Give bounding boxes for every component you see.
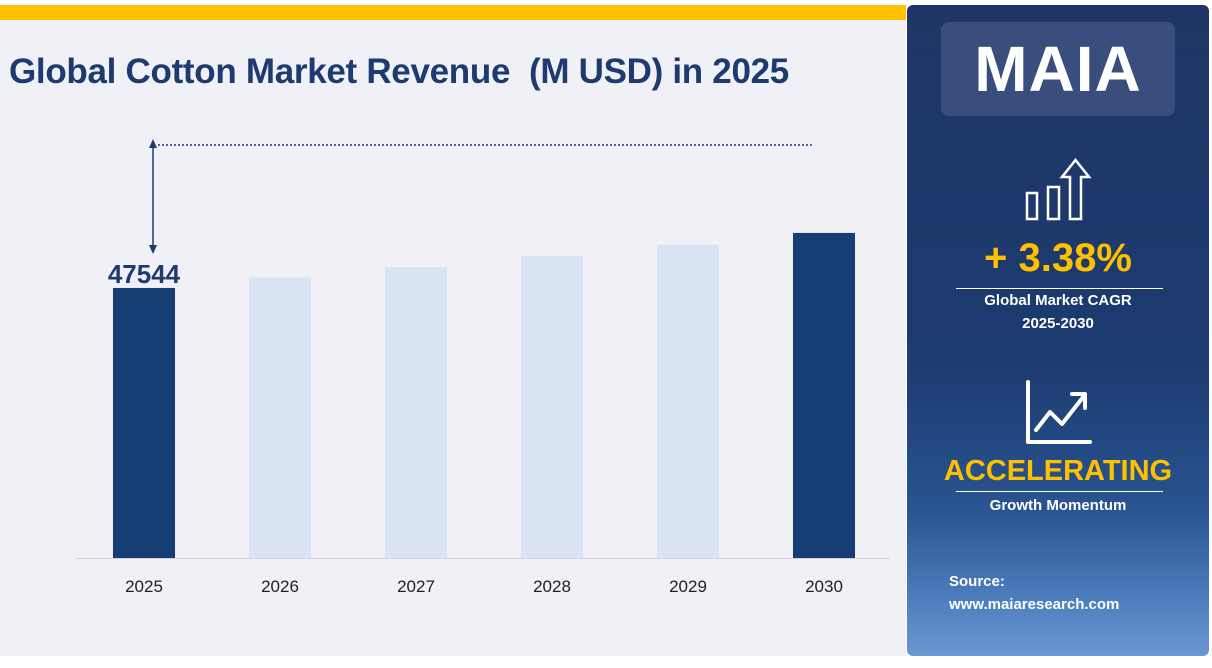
cagr-period: 2025-2030 bbox=[1022, 315, 1094, 332]
data-label: 47544 bbox=[108, 259, 181, 289]
x-tick-label: 2027 bbox=[397, 577, 435, 596]
source-url[interactable]: www.maiaresearch.com bbox=[949, 596, 1120, 613]
accent-bar bbox=[0, 5, 906, 20]
arrow-up-head bbox=[149, 139, 157, 148]
divider bbox=[956, 491, 1163, 492]
x-tick-label: 2026 bbox=[261, 577, 299, 596]
momentum-label: Growth Momentum bbox=[989, 497, 1127, 514]
x-tick-label: 2030 bbox=[805, 577, 843, 596]
maia-logo: MAIA bbox=[941, 22, 1175, 116]
bar-2025 bbox=[113, 287, 175, 558]
divider bbox=[956, 288, 1163, 289]
bar-2029 bbox=[657, 244, 719, 559]
cagr-label: Global Market CAGR bbox=[984, 292, 1132, 309]
bar-2026 bbox=[249, 277, 311, 558]
arrow-down-head bbox=[149, 245, 157, 254]
bar-chart-up-arrow-icon bbox=[1025, 157, 1092, 221]
x-tick-label: 2025 bbox=[125, 577, 163, 596]
cagr-value: + 3.38% bbox=[984, 236, 1132, 280]
bar-chart: 2025 47544 2026 2027 2028 2029 2030 bbox=[76, 139, 890, 596]
source-label: Source: bbox=[949, 573, 1005, 590]
x-tick-label: 2029 bbox=[669, 577, 707, 596]
summary-sidebar: MAIA + 3.38% Global Market CAGR 2025-203… bbox=[907, 5, 1209, 656]
bar-2030 bbox=[793, 232, 855, 558]
bar-2028 bbox=[521, 256, 583, 558]
line-chart-trend-icon bbox=[1026, 380, 1092, 444]
x-tick-label: 2028 bbox=[533, 577, 571, 596]
bar-2027 bbox=[385, 267, 447, 558]
page-title: Global Cotton Market Revenue (M USD) in … bbox=[9, 52, 789, 91]
momentum-value: ACCELERATING bbox=[943, 455, 1173, 487]
